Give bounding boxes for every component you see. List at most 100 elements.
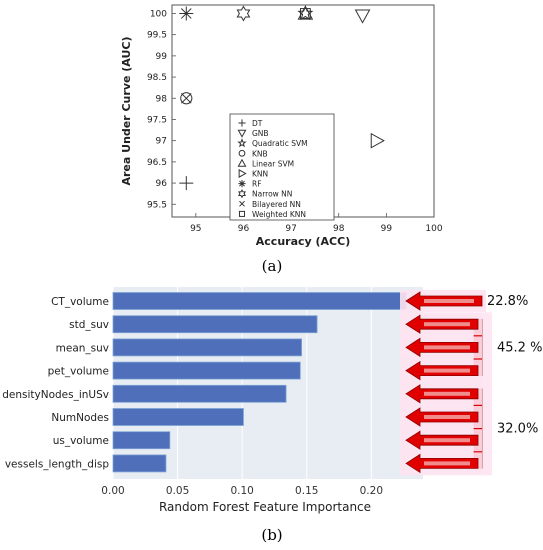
scatter-marker-weighted-knn	[299, 8, 311, 19]
bar-densitynodes-inusv	[112, 384, 287, 403]
bar-x-axis-label: Random Forest Feature Importance	[159, 500, 371, 514]
scatter-x-tick-label: 96	[238, 224, 250, 234]
panel-a-caption: (a)	[262, 257, 283, 275]
scatter-marker-knb	[180, 92, 193, 105]
legend-marker	[238, 149, 246, 157]
legend-marker	[237, 138, 247, 148]
bar-vessels-length-disp	[112, 454, 167, 473]
bar-us-volume	[112, 431, 171, 450]
scatter-marker-rf	[179, 6, 194, 21]
scatter-y-ticks: 95.5 96 96.5 97 97.5 98 98.5 99 99.5 100	[147, 9, 176, 210]
bar-std-suv	[112, 315, 318, 334]
legend-marker	[237, 158, 247, 167]
scatter-y-tick-label: 97	[156, 137, 167, 147]
legend-marker	[239, 200, 245, 207]
legend-marker	[238, 210, 246, 217]
legend-marker	[238, 169, 247, 178]
legend-entry-label: Weighted KNN	[252, 210, 306, 219]
scatter-x-tick-label: 99	[381, 224, 393, 234]
scatter-marker-narrow-nn	[236, 5, 251, 22]
arrow-inner-highlight	[424, 438, 470, 443]
scatter-marker-linear-svm	[297, 5, 314, 20]
bar-category-labels: CT_volume std_suv mean_suv pet_volumedensit…	[2, 296, 109, 470]
scatter-y-tick-label: 100	[150, 9, 167, 19]
scatter-marker-knb	[180, 92, 193, 105]
arrow-inner-highlight	[424, 415, 470, 419]
bracket-arrow	[400, 429, 482, 452]
legend-marker	[238, 210, 246, 217]
legend-entry-label: Quadratic SVM	[252, 139, 308, 148]
bar-series	[112, 292, 407, 473]
legend-marker	[239, 200, 245, 207]
legend-marker	[237, 138, 247, 148]
legend-box	[229, 113, 335, 221]
bar-category-label: std_suv	[69, 319, 109, 331]
legend-marker	[238, 169, 247, 178]
arrow-inner-highlight	[424, 391, 470, 396]
bar-category-label: CT_volume	[51, 296, 109, 308]
bar-x-ticks: 0.00 0.05 0.10 0.15 0.20	[101, 485, 383, 497]
importance-annotation: 45.2 %	[497, 340, 542, 355]
bar-category-label: pet_volume	[48, 366, 109, 378]
scatter-y-tick-label: 99.5	[147, 31, 167, 41]
scatter-marker-gnb	[354, 9, 371, 24]
arrow-inner-highlight	[424, 322, 470, 327]
legend-marker	[238, 119, 246, 127]
scatter-x-tick-label: 95	[190, 224, 201, 234]
bracket-arrow	[400, 359, 482, 382]
legend-marker	[237, 129, 247, 138]
scatter-marker-dt	[179, 176, 194, 191]
legend-entry-label: Bilayered NN	[252, 200, 301, 209]
legend-entry-label: KNB	[252, 149, 268, 158]
scatter-y-tick-label: 99	[156, 52, 168, 62]
scatter-y-tick-label: 98.5	[147, 73, 167, 83]
scatter-marker-bilayered-nn	[181, 93, 192, 104]
scatter-x-axis-label: Accuracy (ACC)	[256, 235, 350, 248]
scatter-markers	[179, 5, 385, 191]
bar-category-label: us_volume	[53, 435, 109, 447]
legend-entry-label: DT	[252, 119, 263, 128]
scatter-y-tick-label: 95.5	[147, 200, 167, 210]
legend-marker	[238, 189, 246, 199]
bar-category-label: vessels_length_disp	[5, 458, 109, 470]
legend-entry-label: Linear SVM	[252, 159, 294, 168]
importance-annotations: 22.8% 45.2 % 32.0%	[487, 294, 542, 437]
arrow-inner-highlight	[424, 368, 470, 373]
scatter-marker-linear-svm	[297, 5, 314, 20]
legend-entry-label: RF	[252, 180, 262, 189]
arrow-ct-volume	[400, 290, 486, 312]
scatter-x-tick-label: 100	[425, 224, 442, 234]
legend-marker	[238, 180, 246, 188]
legend-marker	[238, 180, 246, 188]
bracket-arrow	[400, 313, 482, 336]
importance-annotation: 32.0%	[497, 422, 538, 437]
bar-x-tick-label: 0.10	[230, 485, 253, 497]
arrow-inner-highlight	[424, 345, 470, 350]
scatter-y-axis-label: Area Under Curve (AUC)	[120, 36, 133, 185]
bar-mean-suv	[112, 338, 302, 357]
bar-x-tick-label: 0.15	[295, 485, 318, 497]
bracket-arrow	[400, 452, 482, 475]
legend-marker	[237, 158, 247, 167]
bar-category-label: densityNodes_inUSv	[2, 389, 109, 401]
bar-x-tick-label: 0.20	[360, 485, 383, 497]
legend-entry-label: KNN	[252, 170, 268, 179]
scatter-marker-rf	[179, 6, 194, 21]
legend-marker	[238, 189, 246, 199]
arrow-inner-highlight	[424, 299, 474, 303]
arrow-inner-highlight	[424, 461, 470, 466]
legend-entry-label: Narrow NN	[252, 190, 292, 199]
bracket-arrow	[400, 406, 482, 428]
bar-x-tick-label: 0.05	[166, 485, 189, 497]
bar-category-label: NumNodes	[51, 412, 109, 424]
bracket-arrow	[400, 336, 482, 359]
panel-b-caption: (b)	[261, 526, 282, 544]
bar-panel: CT_volume std_suv mean_suv pet_volumedensit…	[2, 287, 542, 544]
bar-pet-volume	[112, 361, 301, 380]
legend-marker	[237, 129, 247, 138]
scatter-marker-weighted-knn	[299, 8, 311, 19]
bar-x-tick-label: 0.00	[101, 485, 124, 497]
scatter-marker-dt	[179, 176, 194, 191]
